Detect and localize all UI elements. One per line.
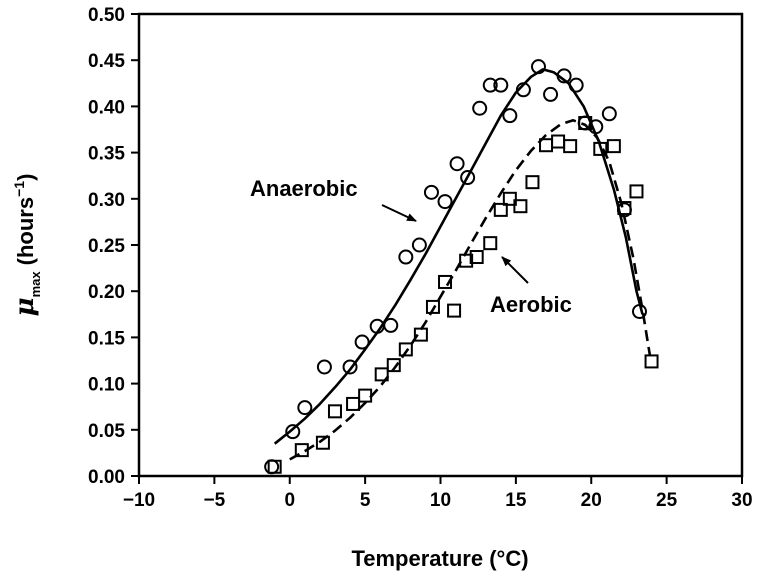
annotation-aerobic-arrow xyxy=(501,256,529,284)
point-anaerobic xyxy=(556,68,572,84)
point-aerobic xyxy=(315,435,330,450)
y-tick-label: 0.25 xyxy=(88,236,125,257)
x-tick-label: 20 xyxy=(581,490,602,511)
point-anaerobic xyxy=(460,170,476,186)
point-aerobic xyxy=(374,367,389,382)
point-aerobic xyxy=(493,202,508,217)
point-aerobic xyxy=(551,134,566,149)
y-axis-title-close: ) xyxy=(13,174,38,181)
y-tick-label: 0.10 xyxy=(88,375,125,396)
x-tick-label: 5 xyxy=(360,490,371,511)
y-tick-label: 0.45 xyxy=(88,51,125,72)
y-tick-label: 0.15 xyxy=(88,328,125,349)
plot-frame xyxy=(137,12,744,478)
y-tick-label: 0.40 xyxy=(88,97,125,118)
point-anaerobic xyxy=(449,156,465,172)
y-tick-label: 0.50 xyxy=(88,5,125,26)
point-aerobic xyxy=(502,191,517,206)
point-aerobic xyxy=(563,139,578,154)
point-aerobic xyxy=(606,139,621,154)
fit-curves xyxy=(273,68,652,461)
x-axis: −10 −5 0 5 10 15 20 25 30 xyxy=(123,476,753,511)
point-aerobic xyxy=(398,342,413,357)
point-aerobic xyxy=(469,250,484,265)
point-aerobic xyxy=(593,141,608,156)
point-aerobic xyxy=(386,358,401,373)
point-anaerobic xyxy=(354,334,370,350)
point-aerobic xyxy=(413,327,428,342)
point-anaerobic xyxy=(515,82,531,98)
point-aerobic xyxy=(617,201,632,216)
point-aerobic xyxy=(513,199,528,214)
y-axis-title-subscript: max xyxy=(28,271,43,298)
x-tick-label: 0 xyxy=(284,490,295,511)
point-anaerobic xyxy=(423,184,439,200)
point-aerobic xyxy=(525,175,540,190)
x-tick-label: 15 xyxy=(505,490,527,511)
point-aerobic xyxy=(327,404,342,419)
point-anaerobic xyxy=(264,459,280,475)
point-aerobic xyxy=(267,459,282,474)
point-aerobic xyxy=(578,116,593,131)
point-aerobic xyxy=(447,303,462,318)
point-aerobic xyxy=(459,253,474,268)
y-axis-title-exponent: −1 xyxy=(11,181,27,197)
y-tick-label: 0.05 xyxy=(88,421,125,442)
x-tick-label: −5 xyxy=(204,490,226,511)
point-aerobic xyxy=(358,388,373,403)
y-tick-label: 0.00 xyxy=(88,467,125,488)
point-anaerobic xyxy=(398,249,414,265)
annotation-anaerobic: Anaerobic xyxy=(250,176,358,201)
point-anaerobic xyxy=(530,59,546,75)
point-anaerobic xyxy=(568,77,584,93)
point-anaerobic xyxy=(437,194,453,210)
point-anaerobic xyxy=(383,317,399,333)
y-axis-title: μmax (hours−1) xyxy=(10,174,43,317)
x-tick-label: 30 xyxy=(731,490,752,511)
point-anaerobic xyxy=(472,100,488,116)
x-tick-label: 10 xyxy=(430,490,451,511)
point-anaerobic xyxy=(588,119,604,135)
y-tick-label: 0.20 xyxy=(88,282,125,303)
point-anaerobic xyxy=(297,400,313,416)
point-aerobic xyxy=(438,274,453,289)
x-tick-label: 25 xyxy=(656,490,678,511)
x-tick-label: −10 xyxy=(123,490,155,511)
point-anaerobic xyxy=(342,359,358,375)
point-anaerobic xyxy=(411,237,427,253)
y-axis-title-unit: (hours xyxy=(13,197,38,265)
point-anaerobic xyxy=(631,304,647,320)
y-axis: 0.00 0.05 0.10 0.15 0.20 0.25 0.30 0.35 0.40 0.45… xyxy=(88,5,139,488)
point-anaerobic xyxy=(601,106,617,122)
point-aerobic xyxy=(425,299,440,314)
point-anaerobic xyxy=(502,108,518,124)
point-anaerobic xyxy=(285,424,301,440)
point-aerobic xyxy=(346,396,361,411)
point-anaerobic xyxy=(543,86,559,102)
annotation-aerobic: Aerobic xyxy=(490,292,572,317)
point-aerobic xyxy=(629,184,644,199)
y-axis-title-symbol: μ xyxy=(10,297,40,316)
x-axis-title: Temperature (°C) xyxy=(351,546,528,571)
point-anaerobic xyxy=(482,77,498,93)
data-points xyxy=(264,59,659,475)
point-anaerobic xyxy=(316,359,332,375)
point-anaerobic xyxy=(493,77,509,93)
point-aerobic xyxy=(644,354,659,369)
annotation-anaerobic-arrow xyxy=(381,204,417,222)
point-aerobic xyxy=(294,443,309,458)
y-tick-label: 0.30 xyxy=(88,190,125,211)
point-aerobic xyxy=(483,236,498,251)
y-tick-label: 0.35 xyxy=(88,144,125,165)
